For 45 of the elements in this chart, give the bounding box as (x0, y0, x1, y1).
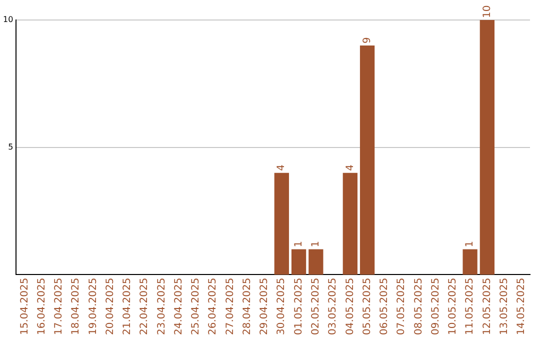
x-tick-label: 25.04.2025 (190, 278, 202, 336)
data-label: 1 (293, 240, 304, 248)
x-tick-label: 02.05.2025 (310, 278, 322, 336)
x-tick-label: 03.05.2025 (328, 278, 339, 336)
data-label: 4 (344, 164, 356, 171)
x-tick-label: 20.04.2025 (104, 278, 116, 336)
bar (462, 249, 478, 275)
x-tick-label: 30.04.2025 (276, 278, 288, 336)
data-label: 1 (310, 240, 322, 248)
data-label: 10 (482, 5, 493, 18)
x-tick-label: 13.05.2025 (498, 278, 510, 336)
y-tick-label: 5 (8, 142, 14, 152)
x-tick-label: 06.05.2025 (379, 278, 390, 336)
x-tick-label: 11.05.2025 (464, 278, 476, 336)
data-label: 4 (276, 164, 288, 171)
bar (480, 20, 495, 275)
x-tick-label: 28.04.2025 (242, 278, 253, 336)
x-tick-label: 19.04.2025 (88, 278, 99, 336)
x-tick-label: 23.04.2025 (156, 278, 168, 336)
x-tick-label: 18.04.2025 (70, 278, 82, 336)
x-tick-label: 22.04.2025 (139, 278, 150, 336)
x-tick-label: 27.04.2025 (224, 278, 236, 336)
x-tick-label: 15.04.2025 (19, 278, 30, 336)
x-tick-label: 07.05.2025 (396, 278, 408, 336)
x-tick-label: 17.04.2025 (54, 278, 65, 336)
bar (274, 172, 289, 275)
x-tick-label: 09.05.2025 (430, 278, 442, 336)
data-label: 9 (362, 37, 373, 44)
x-tick-label: 24.04.2025 (173, 278, 184, 336)
data-label: 1 (464, 240, 476, 248)
x-tick-label: 16.04.2025 (36, 278, 48, 336)
x-tick-label: 05.05.2025 (362, 278, 373, 336)
bar (342, 172, 358, 275)
bar (308, 249, 324, 275)
x-tick-label: 12.05.2025 (482, 278, 493, 336)
bar (291, 249, 306, 275)
x-tick-label: 14.05.2025 (516, 278, 528, 336)
bar (360, 45, 375, 275)
x-tick-label: 26.04.2025 (208, 278, 219, 336)
x-tick-label: 04.05.2025 (344, 278, 356, 336)
x-tick-label: 10.05.2025 (448, 278, 459, 336)
x-tick-label: 21.04.2025 (122, 278, 134, 336)
x-tick-label: 08.05.2025 (413, 278, 424, 336)
x-tick-label: 29.04.2025 (259, 278, 270, 336)
x-tick-label: 01.05.2025 (293, 278, 304, 336)
